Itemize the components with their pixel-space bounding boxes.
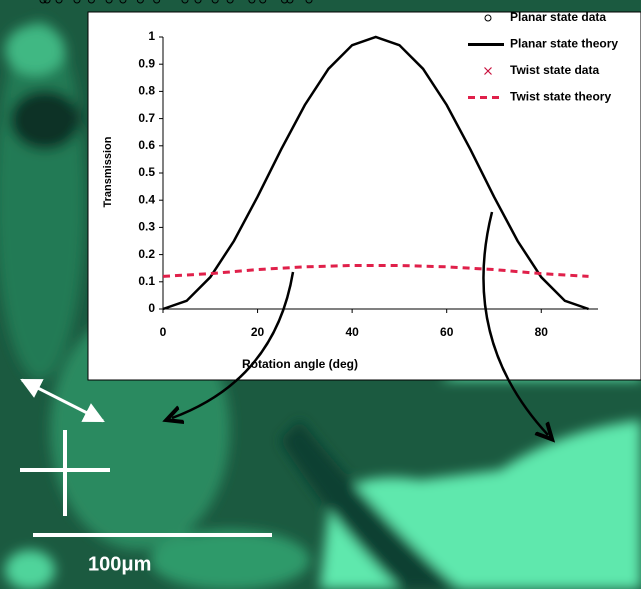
y-tick-label: 0.8: [138, 84, 155, 98]
legend-label: Twist state data: [510, 63, 599, 77]
data-point: [286, 0, 294, 4]
data-point: [43, 0, 51, 4]
y-axis-title: Transmission: [102, 136, 114, 207]
theory-line: [162, 35, 589, 311]
y-tick-label: 0.5: [138, 165, 155, 179]
legend-label: Planar state data: [510, 10, 606, 24]
data-point: [226, 0, 234, 4]
legend-label: Planar state theory: [510, 37, 618, 51]
data-point: [136, 0, 144, 4]
x-tick-label: 80: [535, 325, 549, 339]
legend-swatch: [484, 14, 492, 22]
arrow: [482, 211, 548, 435]
legend-swatch: [484, 67, 492, 75]
y-tick-label: 0.9: [138, 56, 155, 70]
y-tick-label: 0.4: [138, 192, 155, 206]
data-point: [181, 0, 189, 4]
x-tick-label: 20: [251, 325, 265, 339]
y-tick-label: 0.7: [138, 111, 155, 125]
data-point: [73, 0, 81, 4]
y-tick-label: 0: [148, 301, 155, 315]
y-tick-label: 0.6: [138, 138, 155, 152]
data-point: [105, 0, 113, 4]
legend-label: Twist state theory: [510, 90, 611, 104]
x-tick-label: 40: [345, 325, 359, 339]
plot: 0 0.1 0.2 0.3 0.4 0.5 0.6 0.7 0.8 0.9 1 0 20 40 60 80 Pl…: [40, 0, 618, 339]
data-point: [194, 0, 202, 4]
data-point: [281, 0, 289, 4]
data-point: [153, 0, 161, 4]
data-point: [87, 0, 95, 4]
x-tick-label: 60: [440, 325, 454, 339]
y-tick-label: 0.3: [138, 220, 155, 234]
data-point: [211, 0, 219, 4]
x-tick-label: 0: [160, 325, 167, 339]
arrow: [172, 271, 295, 418]
data-point: [248, 0, 256, 4]
data-point: [119, 0, 127, 4]
data-point: [305, 0, 313, 4]
data-point: [259, 0, 267, 4]
y-tick-label: 0.1: [138, 274, 155, 288]
x-axis-title: Rotation angle (deg): [242, 357, 358, 371]
y-tick-label: 1: [148, 29, 155, 43]
chart-panel: [87, 11, 641, 381]
data-point: [39, 0, 47, 4]
scale-bar-label: 100μm: [88, 553, 151, 575]
y-tick-label: 0.2: [138, 247, 155, 261]
data-point: [55, 0, 63, 4]
